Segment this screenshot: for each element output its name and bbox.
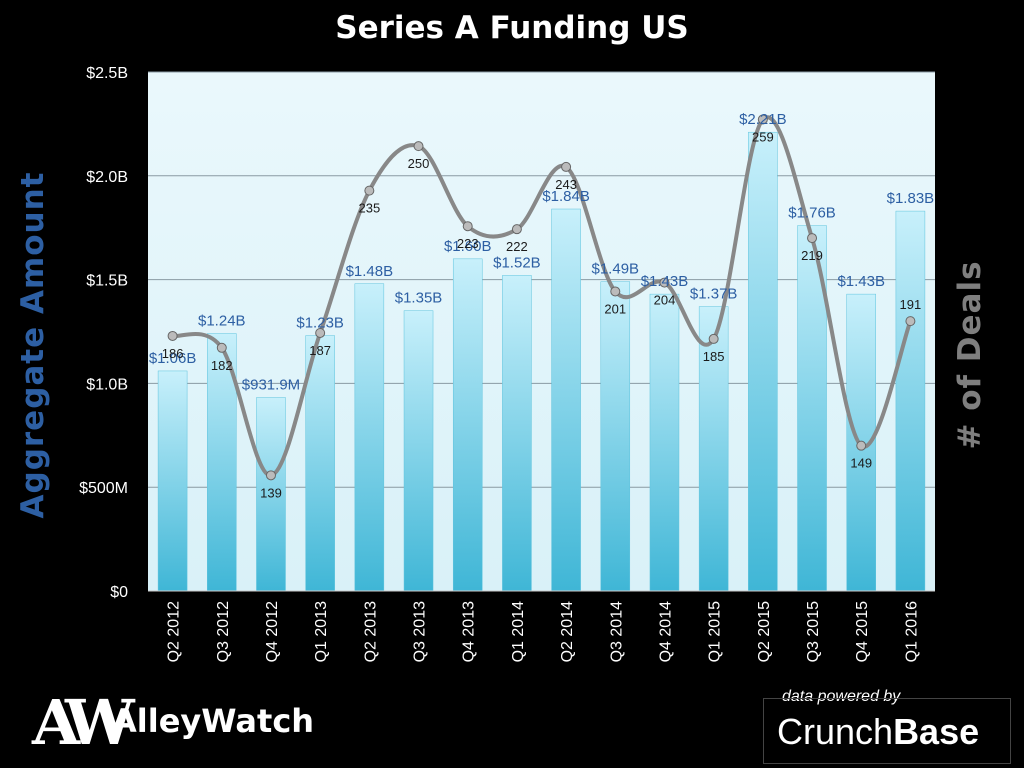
deals-point bbox=[708, 333, 719, 344]
crunchbase-logo-part2: Base bbox=[893, 711, 980, 752]
x-tick-label: Q3 2012 bbox=[215, 601, 232, 662]
bar-value-label: $1.37B bbox=[690, 286, 738, 303]
bar-value-label: $1.43B bbox=[641, 273, 689, 290]
bar bbox=[452, 258, 483, 592]
deals-value-label: 182 bbox=[211, 358, 233, 373]
x-tick-label: Q4 2015 bbox=[854, 601, 871, 662]
bar-value-label: $1.23B bbox=[296, 315, 344, 332]
deals-value-label: 187 bbox=[309, 343, 331, 358]
deals-point bbox=[462, 221, 473, 232]
deals-value-label: 223 bbox=[457, 236, 479, 251]
bar bbox=[600, 281, 631, 592]
bar bbox=[502, 275, 532, 592]
deals-point bbox=[561, 161, 572, 172]
x-tick-label: Q3 2014 bbox=[608, 601, 625, 662]
deals-value-label: 186 bbox=[162, 346, 184, 361]
deals-point bbox=[364, 185, 375, 196]
bar bbox=[354, 283, 385, 592]
bar bbox=[649, 293, 680, 592]
crunchbase-logo-part1: Crunch bbox=[777, 711, 894, 752]
bar bbox=[895, 210, 926, 592]
deals-point bbox=[167, 330, 178, 341]
alleywatch-logo: AW AlleyWatch bbox=[32, 686, 314, 759]
x-tick-label: Q1 2016 bbox=[903, 601, 920, 662]
deals-value-label: 243 bbox=[555, 177, 577, 192]
deals-point bbox=[856, 440, 867, 451]
x-tick-label: Q3 2013 bbox=[412, 601, 429, 662]
x-tick-label: Q3 2015 bbox=[805, 601, 822, 662]
bar-value-label: $1.76B bbox=[788, 205, 836, 222]
chart-title: Series A Funding US bbox=[335, 10, 689, 46]
crunchbase-logo: CrunchBase bbox=[777, 711, 979, 753]
y-tick-label: $1.5B bbox=[86, 273, 128, 290]
deals-point bbox=[216, 342, 227, 353]
deals-point bbox=[757, 114, 768, 125]
bar bbox=[207, 333, 237, 592]
x-tick-label: Q4 2013 bbox=[461, 601, 478, 662]
y-tick-label: $0 bbox=[110, 584, 128, 601]
deals-point bbox=[807, 233, 818, 244]
bar bbox=[305, 335, 335, 592]
deals-value-label: 139 bbox=[260, 485, 282, 500]
bar bbox=[551, 208, 581, 592]
bar-value-label: $1.48B bbox=[346, 263, 394, 280]
y-tick-label: $2.0B bbox=[86, 169, 128, 186]
deals-value-label: 259 bbox=[752, 129, 774, 144]
powered-by-text: data powered by bbox=[782, 688, 901, 705]
bar-value-label: $1.35B bbox=[395, 290, 443, 307]
bar-value-label: $2.21B bbox=[739, 111, 787, 128]
y-tick-label: $1.0B bbox=[86, 376, 128, 393]
bar-value-label: $1.24B bbox=[198, 313, 246, 330]
deals-point bbox=[265, 470, 276, 481]
crunchbase-logo-box bbox=[763, 698, 1011, 764]
bar-value-label: $1.83B bbox=[887, 190, 935, 207]
deals-value-label: 191 bbox=[900, 297, 922, 312]
bar bbox=[403, 310, 434, 592]
deals-value-label: 235 bbox=[358, 201, 380, 216]
bar bbox=[698, 306, 729, 592]
deals-point bbox=[659, 277, 670, 288]
x-tick-label: Q4 2014 bbox=[657, 601, 674, 662]
bar bbox=[157, 370, 188, 592]
deals-value-label: 219 bbox=[801, 248, 823, 263]
deals-point bbox=[315, 327, 326, 338]
y-tick-label: $2.5B bbox=[86, 65, 128, 82]
alleywatch-mark: AW bbox=[32, 686, 135, 759]
deals-value-label: 204 bbox=[654, 293, 676, 308]
deals-point bbox=[610, 286, 621, 297]
x-tick-label: Q1 2013 bbox=[313, 601, 330, 662]
bar bbox=[748, 131, 778, 592]
deals-point bbox=[905, 316, 916, 327]
y-tick-label: $500M bbox=[79, 480, 128, 497]
bar-value-label: $1.60B bbox=[444, 238, 492, 255]
x-tick-label: Q2 2014 bbox=[559, 601, 576, 662]
deals-value-label: 149 bbox=[850, 456, 872, 471]
x-tick-label: Q2 2012 bbox=[166, 601, 183, 662]
deals-value-label: 185 bbox=[703, 349, 725, 364]
bar-value-label: $1.52B bbox=[493, 254, 541, 271]
deals-value-label: 222 bbox=[506, 239, 528, 254]
deals-value-label: 250 bbox=[408, 156, 430, 171]
bar-value-label: $931.9M bbox=[242, 377, 300, 394]
x-tick-label: Q1 2014 bbox=[510, 601, 527, 662]
deals-point bbox=[413, 141, 424, 152]
deals-point bbox=[511, 224, 522, 235]
bar-value-label: $1.49B bbox=[592, 261, 640, 278]
bar bbox=[256, 397, 286, 592]
x-tick-label: Q2 2015 bbox=[756, 601, 773, 662]
bar-value-label: $1.06B bbox=[149, 350, 197, 367]
x-tick-label: Q1 2015 bbox=[707, 601, 724, 662]
bar-value-label: $1.84B bbox=[542, 188, 590, 205]
bar-value-label: $1.43B bbox=[837, 273, 885, 290]
alleywatch-wordmark: AlleyWatch bbox=[112, 702, 315, 740]
deals-value-label: 201 bbox=[604, 301, 626, 316]
x-tick-label: Q4 2012 bbox=[264, 601, 281, 662]
x-tick-label: Q2 2013 bbox=[362, 601, 379, 662]
